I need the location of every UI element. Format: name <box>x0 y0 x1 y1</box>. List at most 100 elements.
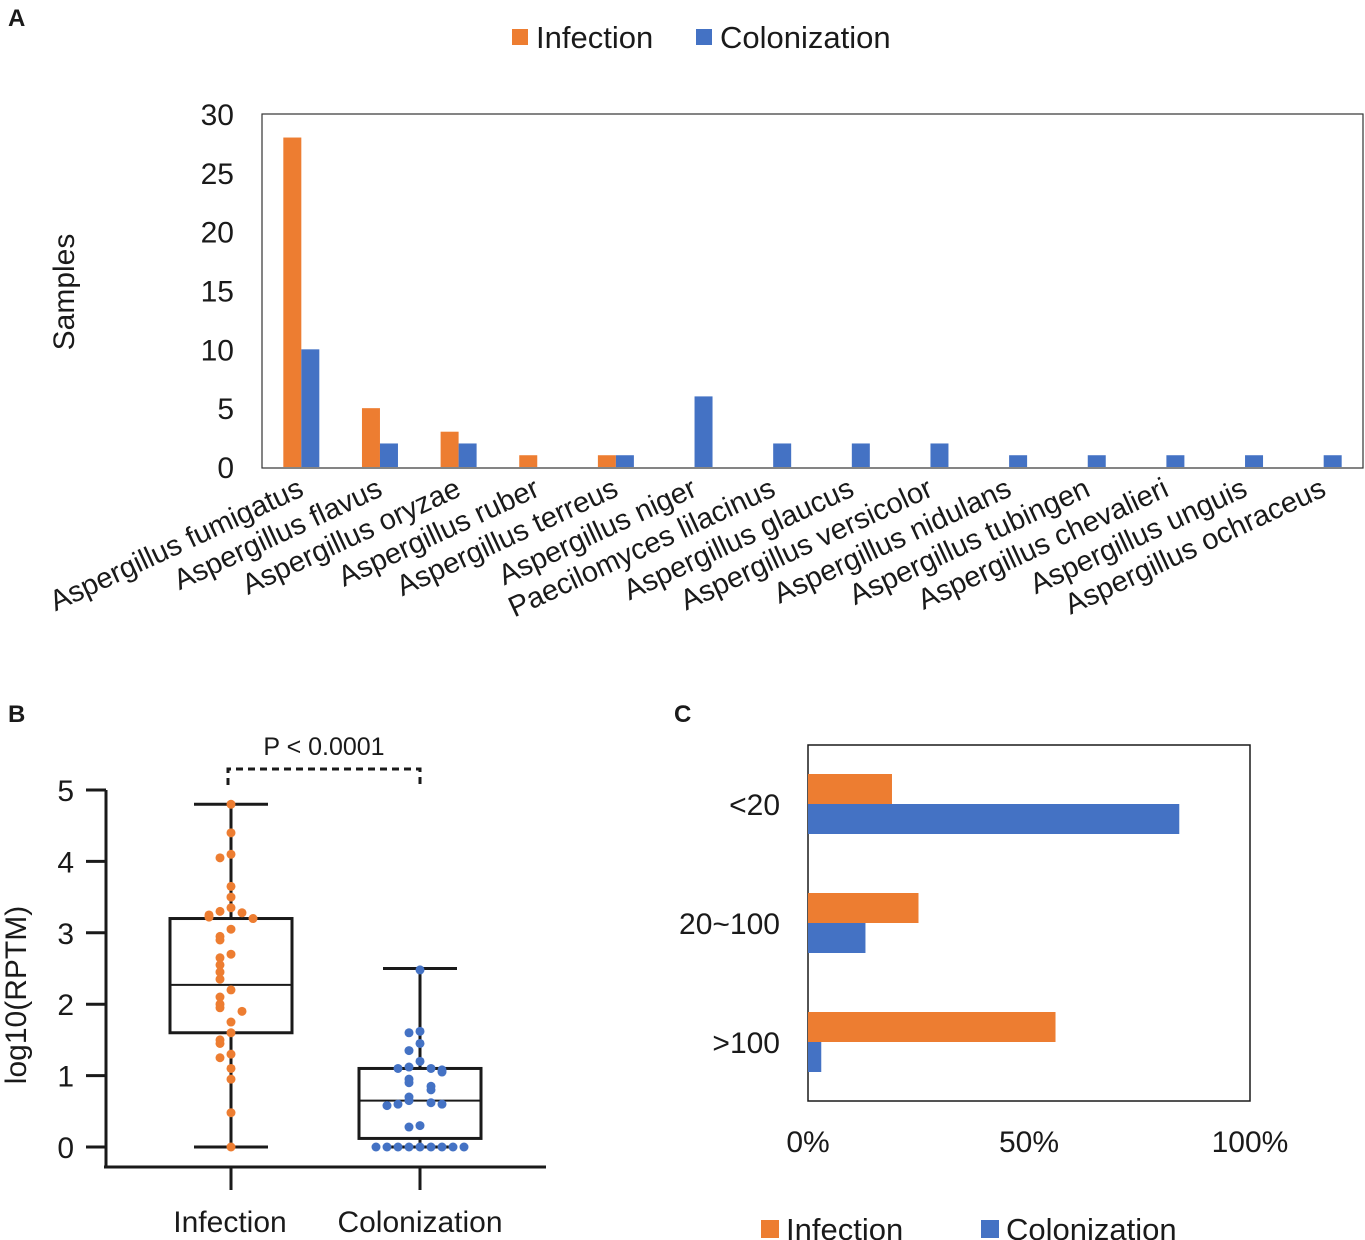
dot-colonization-6 <box>405 1063 414 1072</box>
dot-infection-4 <box>227 882 236 891</box>
dot-colonization-23 <box>416 1143 425 1152</box>
panel-a-y-tick-25: 25 <box>201 158 234 191</box>
legend-c-infection-swatch <box>761 1220 779 1238</box>
dot-colonization-25 <box>427 1143 436 1152</box>
panel-a-y-tick-30: 30 <box>201 99 234 132</box>
panel-b-y-tick-5: 5 <box>57 775 74 808</box>
box-group-colonization <box>359 965 481 1151</box>
panel-c-category-label-100: >100 <box>712 1027 780 1060</box>
dot-colonization-28 <box>383 1143 392 1152</box>
dot-infection-24 <box>238 1007 247 1016</box>
panel-c-x-ticks: 0% 50% 100% <box>786 1126 1288 1159</box>
dot-colonization-3 <box>416 1039 425 1048</box>
dot-infection-28 <box>216 1039 225 1048</box>
panel-c-x-tick-0: 0% <box>786 1126 829 1159</box>
dot-colonization-4 <box>405 1046 414 1055</box>
p-value-label: P < 0.0001 <box>263 733 384 761</box>
dot-infection-26 <box>227 1028 236 1037</box>
dot-colonization-8 <box>394 1064 403 1073</box>
dot-infection-29 <box>227 1050 236 1059</box>
bar-a-colonization-aspergillus-unguis <box>1245 455 1263 467</box>
dot-colonization-31 <box>460 1143 469 1152</box>
dot-colonization-16 <box>405 1096 414 1105</box>
dot-infection-34 <box>227 1143 236 1152</box>
legend-a-colonization-label: Colonization <box>720 20 891 55</box>
panel-b-boxes <box>170 800 481 1190</box>
legend-a-infection-swatch <box>512 29 528 45</box>
dot-infection-25 <box>227 1018 236 1027</box>
dot-colonization-29 <box>449 1143 458 1152</box>
dot-infection-30 <box>216 1053 225 1062</box>
panel-b: B log10(RPTM) 0 1 2 3 4 5 P < 0.0001 Infectio… <box>0 701 546 1239</box>
panel-b-ylabel: log10(RPTM) <box>0 906 33 1084</box>
bar-a-colonization-aspergillus-flavus <box>380 443 398 467</box>
bar-a-colonization-aspergillus-fumigatus <box>301 349 319 467</box>
panel-a-y-ticks: 0 5 10 15 20 25 30 <box>201 99 234 485</box>
panel-a-y-tick-20: 20 <box>201 217 234 250</box>
panel-a-ylabel: Samples <box>48 234 81 351</box>
bar-c-colonization-100 <box>808 1042 821 1072</box>
panel-a-plot-frame <box>262 114 1363 468</box>
dot-colonization-5 <box>416 1057 425 1066</box>
panel-c-label: C <box>674 701 691 728</box>
panel-b-y-tick-0: 0 <box>57 1132 74 1165</box>
legend-c-colonization-label: Colonization <box>1006 1212 1177 1240</box>
dot-colonization-0 <box>416 965 425 974</box>
dot-colonization-10 <box>438 1068 447 1077</box>
dot-colonization-21 <box>416 1121 425 1130</box>
panel-a-y-tick-0: 0 <box>217 452 234 485</box>
dot-infection-5 <box>227 893 236 902</box>
bar-a-colonization-aspergillus-glaucus <box>852 443 870 467</box>
dot-colonization-22 <box>405 1123 414 1132</box>
p-value-bracket <box>228 769 420 785</box>
panel-c-legend: Infection Colonization <box>761 1212 1177 1240</box>
dot-infection-0 <box>227 800 236 809</box>
bar-a-colonization-aspergillus-tubingen <box>1088 455 1106 467</box>
dot-colonization-12 <box>405 1078 414 1087</box>
bar-c-colonization-20-100 <box>808 923 865 953</box>
bar-a-colonization-aspergillus-chevalieri <box>1166 455 1184 467</box>
bar-a-colonization-aspergillus-nidulans <box>1009 455 1027 467</box>
bar-a-infection-aspergillus-terreus <box>598 455 616 467</box>
dot-infection-31 <box>227 1064 236 1073</box>
box-infection <box>170 919 292 1033</box>
legend-a-infection-label: Infection <box>536 20 653 55</box>
panel-b-y-tick-4: 4 <box>57 846 74 879</box>
dot-colonization-7 <box>427 1064 436 1073</box>
panel-b-xlabel-colonization: Colonization <box>337 1206 502 1239</box>
bar-a-colonization-aspergillus-terreus <box>616 455 634 467</box>
panel-c-category-labels: <2020~100>100 <box>679 789 780 1060</box>
dot-colonization-19 <box>438 1100 447 1109</box>
dot-colonization-18 <box>394 1100 403 1109</box>
panel-a-bars <box>283 138 1341 467</box>
dot-infection-11 <box>249 914 258 923</box>
dot-infection-19 <box>216 975 225 984</box>
bar-a-colonization-aspergillus-oryzae <box>459 443 477 467</box>
bar-a-colonization-aspergillus-ochraceus <box>1324 455 1342 467</box>
panel-c-category-label-20: <20 <box>729 789 780 822</box>
dot-colonization-30 <box>372 1143 381 1152</box>
panel-b-xlabel-infection: Infection <box>173 1206 286 1239</box>
dot-infection-7 <box>216 907 225 916</box>
dot-colonization-20 <box>383 1101 392 1110</box>
panel-b-y-tick-1: 1 <box>57 1061 74 1094</box>
panel-a-y-tick-15: 15 <box>201 276 234 309</box>
panel-c-bars <box>808 774 1179 1072</box>
dot-colonization-26 <box>394 1143 403 1152</box>
legend-c-colonization-swatch <box>981 1220 999 1238</box>
dot-colonization-24 <box>405 1143 414 1152</box>
dot-infection-10 <box>205 913 214 922</box>
bar-a-colonization-aspergillus-versicolor <box>930 443 948 467</box>
bar-a-infection-aspergillus-ruber <box>519 455 537 467</box>
bar-c-infection-20-100 <box>808 893 919 923</box>
legend-a-colonization-swatch <box>696 29 712 45</box>
dot-infection-1 <box>227 828 236 837</box>
dot-infection-15 <box>227 950 236 959</box>
dot-infection-23 <box>216 1003 225 1012</box>
bar-a-infection-aspergillus-oryzae <box>441 432 459 467</box>
dot-infection-12 <box>227 925 236 934</box>
dot-infection-2 <box>227 850 236 859</box>
dot-colonization-1 <box>416 1027 425 1036</box>
panel-c-x-tick-50: 50% <box>999 1126 1059 1159</box>
